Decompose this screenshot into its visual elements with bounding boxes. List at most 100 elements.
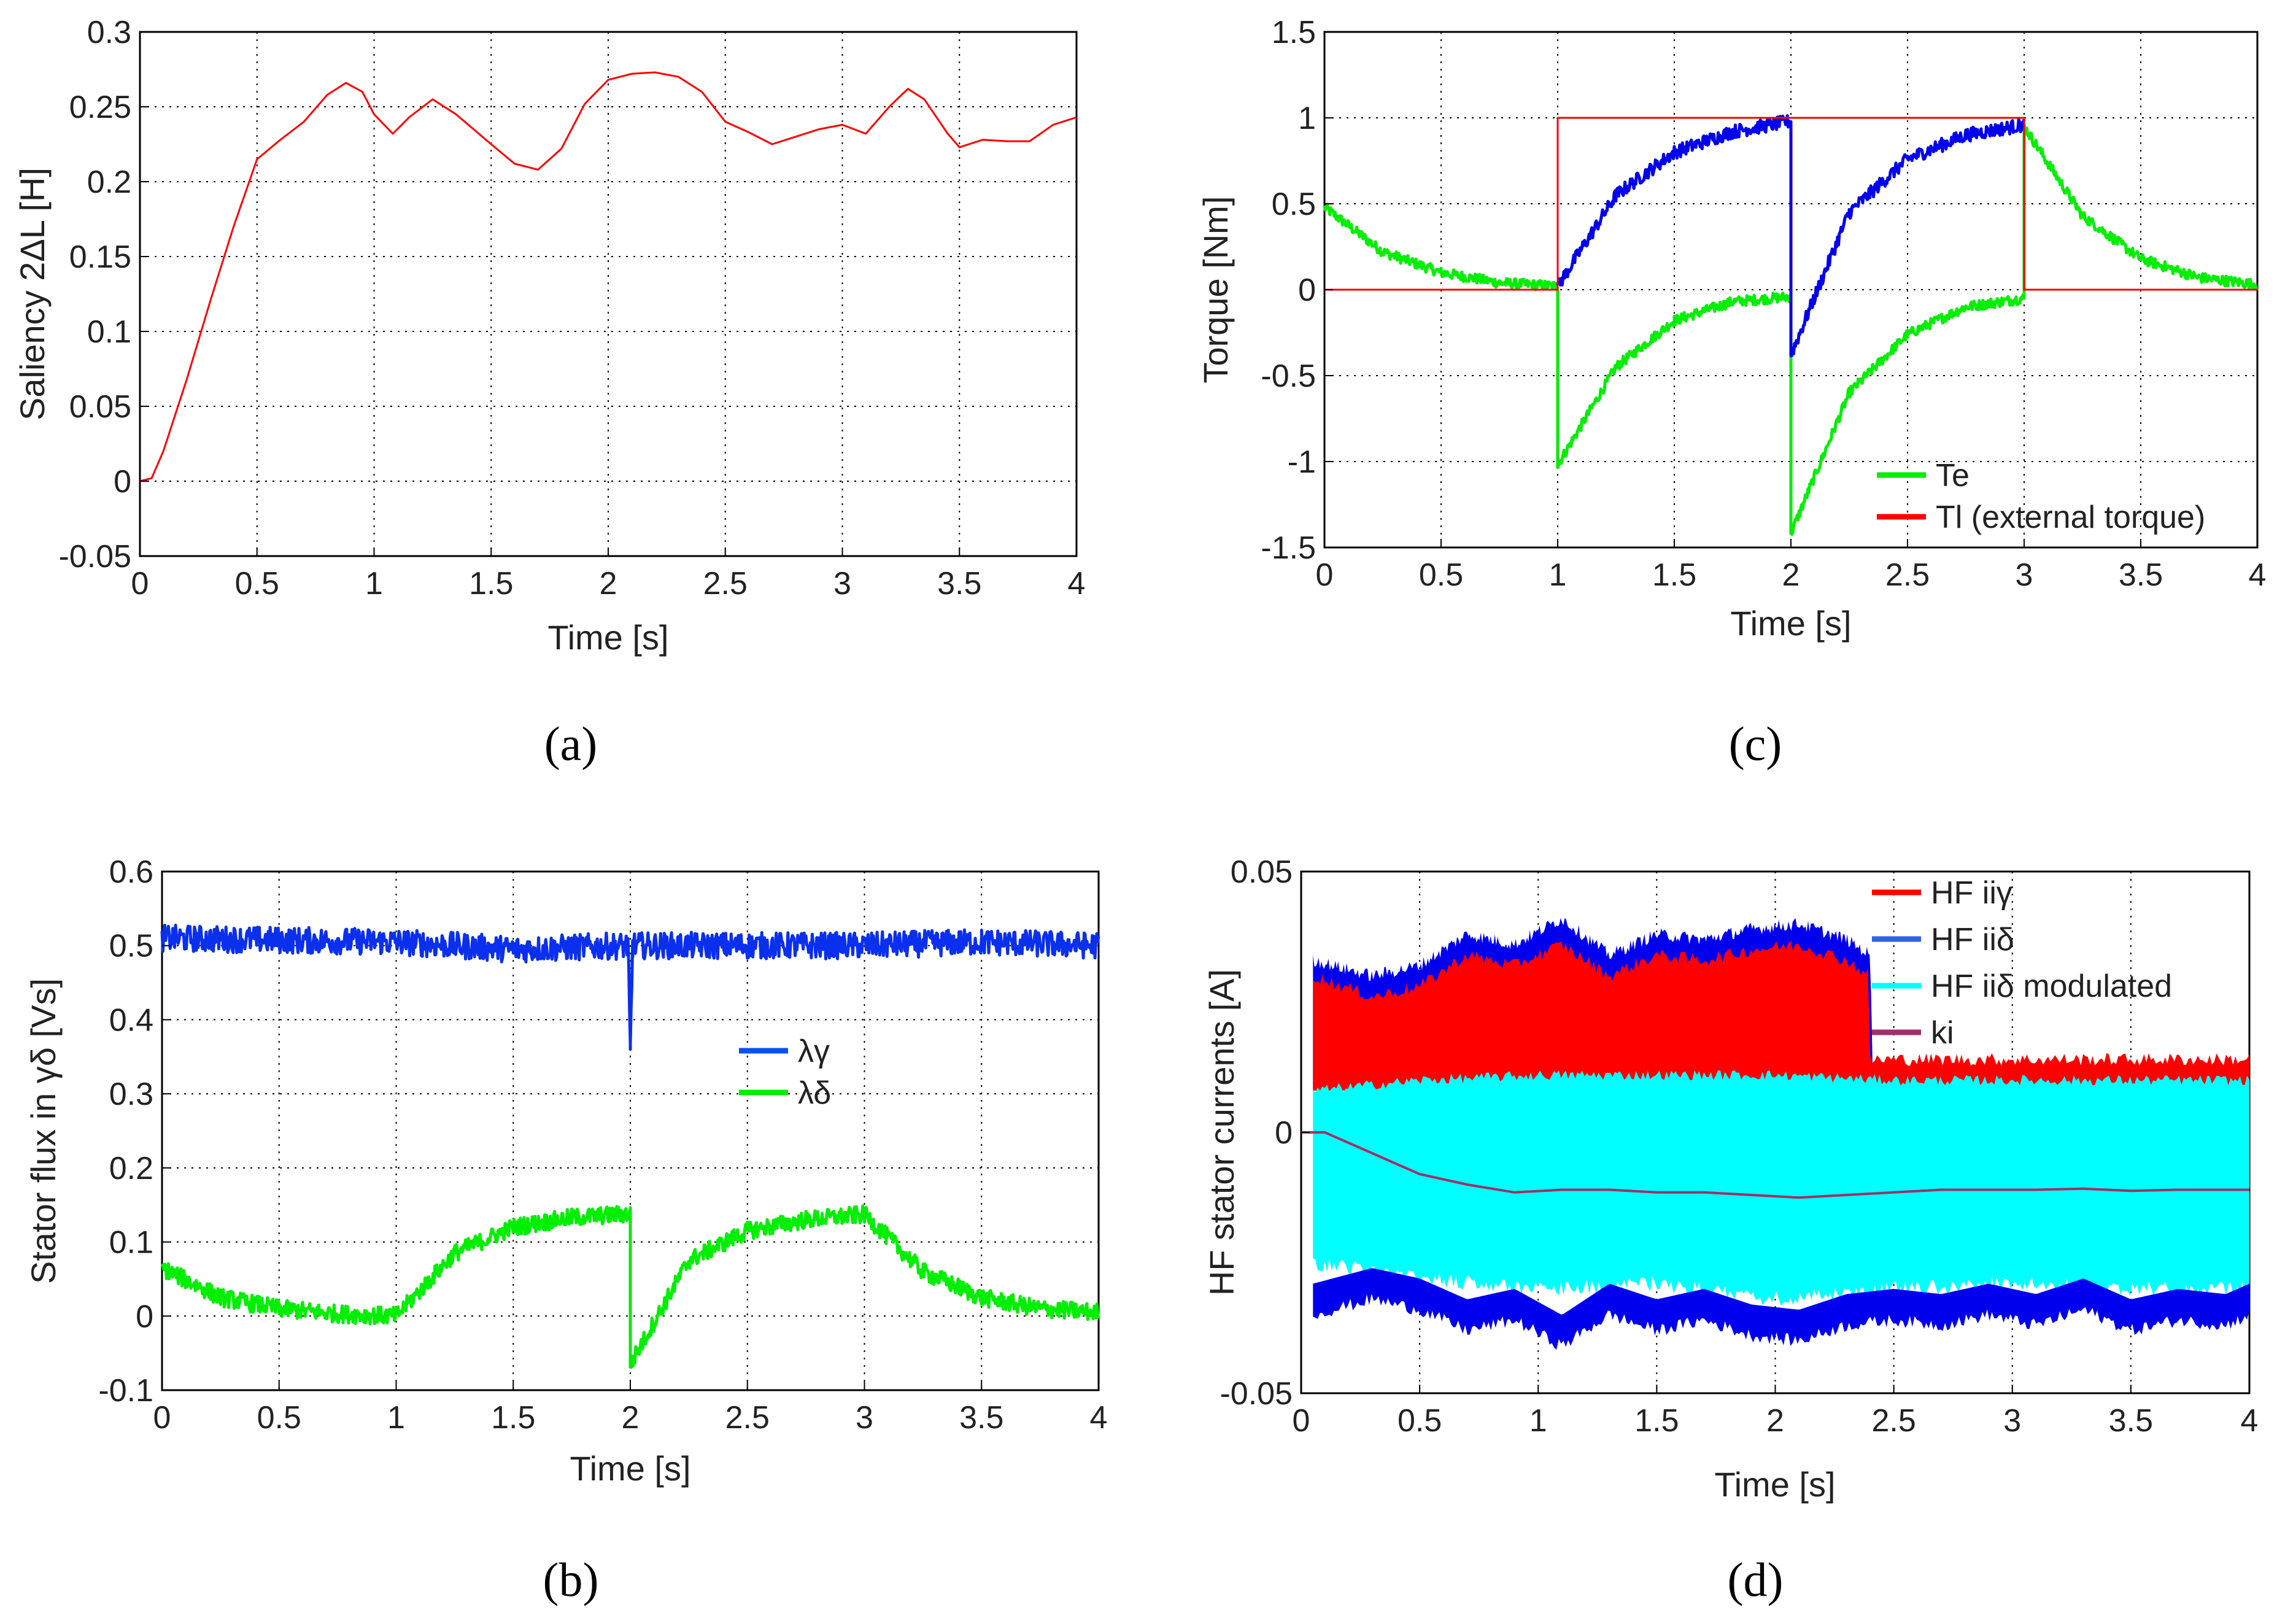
x-tick-label: 4 xyxy=(1090,1400,1108,1436)
y-tick-label: 0.5 xyxy=(1272,187,1316,222)
series-group-d xyxy=(1301,918,2249,1350)
x-tick-label: 0 xyxy=(1293,1403,1310,1439)
x-tick-label: 3.5 xyxy=(2109,1403,2153,1439)
legend-label: Te xyxy=(1936,458,1970,493)
x-tick-label: 1 xyxy=(387,1400,405,1436)
caption-d: (d) xyxy=(1728,1553,1784,1606)
legend-label: HF iiγ xyxy=(1931,875,2012,911)
x-tick-label: 0.5 xyxy=(235,566,279,601)
y-tick-label: 0.25 xyxy=(69,90,131,125)
ticks-b: 0 0.5 1 1.5 2 2.5 3 3.5 4-0.100.10.20.30.40.50.6 xyxy=(98,854,1107,1436)
ticks-a: 0 0.5 1 1.5 2 2.5 3 3.5 4-0.0500.050.10.150.20.2… xyxy=(58,15,1085,601)
x-tick-label: 3 xyxy=(2016,557,2033,593)
ticks-c: 0 0.5 1 1.5 2 2.5 3 3.5 4 -1.5 -1 -0.5 0 0.5 1 1.5 xyxy=(1261,15,2266,593)
x-tick-label: 0 xyxy=(131,566,149,601)
legend-label: HF iiδ modulated xyxy=(1931,969,2172,1004)
x-tick-label: 1.5 xyxy=(491,1400,535,1436)
series-saliency xyxy=(139,71,1077,482)
series-hf-ii-lower-envelope xyxy=(1313,1268,2249,1350)
legend-label: Tl (external torque) xyxy=(1936,500,2205,535)
x-axis-label-c: Time [s] xyxy=(1730,604,1851,643)
x-tick-label: 3 xyxy=(856,1400,873,1436)
y-tick-label: 0.1 xyxy=(87,314,131,350)
x-tick-label: 1.5 xyxy=(1652,557,1696,593)
y-tick-label: 1.5 xyxy=(1272,15,1316,50)
x-tick-label: 2 xyxy=(622,1400,640,1436)
y-tick-label: 1 xyxy=(1298,101,1316,136)
y-tick-label: 0 xyxy=(114,464,131,500)
y-tick-label: -1 xyxy=(1288,444,1316,480)
x-tick-label: 1 xyxy=(1529,1403,1547,1439)
series-group-a xyxy=(139,71,1077,482)
y-tick-label: -0.05 xyxy=(1220,1376,1293,1412)
y-tick-label: 0.2 xyxy=(109,1151,153,1186)
y-axis-label-b: Stator flux in γδ [Vs] xyxy=(24,978,63,1284)
series-group-b xyxy=(160,924,1100,1369)
x-tick-label: 1.5 xyxy=(1634,1403,1679,1439)
x-tick-label: 3.5 xyxy=(959,1400,1003,1436)
panel-b: 0 0.5 1 1.5 2 2.5 3 3.5 4-0.100.10.20.30.40.50.6… xyxy=(24,854,1107,1606)
y-tick-label: -0.05 xyxy=(58,539,131,574)
panel-a: 0 0.5 1 1.5 2 2.5 3 3.5 4-0.0500.050.10.150.20.2… xyxy=(13,15,1085,770)
x-tick-label: 2 xyxy=(600,566,617,601)
series-hf-ii-modulated xyxy=(1313,1070,2249,1306)
series-group-c xyxy=(1323,114,2259,536)
x-tick-label: 3 xyxy=(2003,1403,2021,1439)
x-tick-label: 2.5 xyxy=(703,566,748,601)
x-tick-label: 2.5 xyxy=(725,1400,770,1436)
x-axis-label-b: Time [s] xyxy=(570,1449,690,1488)
y-axis-label-a: Saliency 2ΔL [H] xyxy=(13,168,52,420)
legend-c: Te Tl (external torque) xyxy=(1877,458,2205,535)
y-tick-label: 0.6 xyxy=(109,854,153,890)
series-- xyxy=(160,1204,1100,1369)
y-tick-label: -0.1 xyxy=(98,1373,153,1409)
x-tick-label: 2.5 xyxy=(1871,1403,1916,1439)
y-tick-label: -0.5 xyxy=(1261,358,1316,394)
x-tick-label: 0.5 xyxy=(1419,557,1463,593)
x-tick-label: 4 xyxy=(1068,566,1086,601)
y-tick-label: 0 xyxy=(136,1299,153,1334)
legend-b: λγ λδ xyxy=(739,1034,831,1111)
x-tick-label: 4 xyxy=(2249,557,2267,593)
legend-label: ki xyxy=(1931,1015,1954,1051)
series-te xyxy=(1323,123,2259,536)
y-axis-label-c: Torque [Nm] xyxy=(1196,196,1235,384)
x-tick-label: 0 xyxy=(153,1400,171,1436)
y-tick-label: 0.5 xyxy=(109,929,153,964)
y-tick-label: 0.2 xyxy=(87,164,131,200)
plot-area-a xyxy=(139,31,1078,557)
y-tick-label: 0.3 xyxy=(109,1077,153,1112)
series-tl-external-torque- xyxy=(1324,117,2257,291)
x-tick-label: 0.5 xyxy=(1398,1403,1442,1439)
y-tick-label: 0 xyxy=(1298,273,1316,308)
y-tick-label: 0.05 xyxy=(1231,854,1293,890)
y-tick-label: 0.1 xyxy=(109,1225,153,1261)
x-tick-label: 2.5 xyxy=(1885,557,1930,593)
x-axis-label-a: Time [s] xyxy=(547,618,668,657)
x-tick-label: 0.5 xyxy=(257,1400,301,1436)
y-axis-label-d: HF stator currents [A] xyxy=(1202,969,1241,1296)
x-tick-label: 2 xyxy=(1766,1403,1784,1439)
caption-b: (b) xyxy=(543,1553,599,1606)
x-tick-label: 1 xyxy=(365,566,383,601)
x-tick-label: 2 xyxy=(1782,557,1800,593)
y-tick-label: 0 xyxy=(1275,1115,1293,1151)
series-hf-ii- xyxy=(1313,940,2249,1091)
x-tick-label: 1.5 xyxy=(469,566,513,601)
series-- xyxy=(160,924,1100,1051)
y-tick-label: -1.5 xyxy=(1261,530,1316,566)
x-tick-label: 3 xyxy=(833,566,851,601)
legend-label: λγ xyxy=(798,1034,830,1069)
x-axis-label-d: Time [s] xyxy=(1714,1465,1835,1504)
legend-label: HF iiδ xyxy=(1931,922,2014,957)
x-tick-label: 3.5 xyxy=(937,566,981,601)
grid-a xyxy=(140,32,1077,556)
y-tick-label: 0.05 xyxy=(69,389,131,425)
y-tick-label: 0.3 xyxy=(87,15,131,50)
x-tick-label: 0 xyxy=(1316,557,1334,593)
panel-c: 0 0.5 1 1.5 2 2.5 3 3.5 4 -1.5 -1 -0.5 0 0.5 1 1.5 Te Tl… xyxy=(1196,15,2266,770)
x-tick-label: 1 xyxy=(1549,557,1567,593)
x-tick-label: 3.5 xyxy=(2119,557,2163,593)
